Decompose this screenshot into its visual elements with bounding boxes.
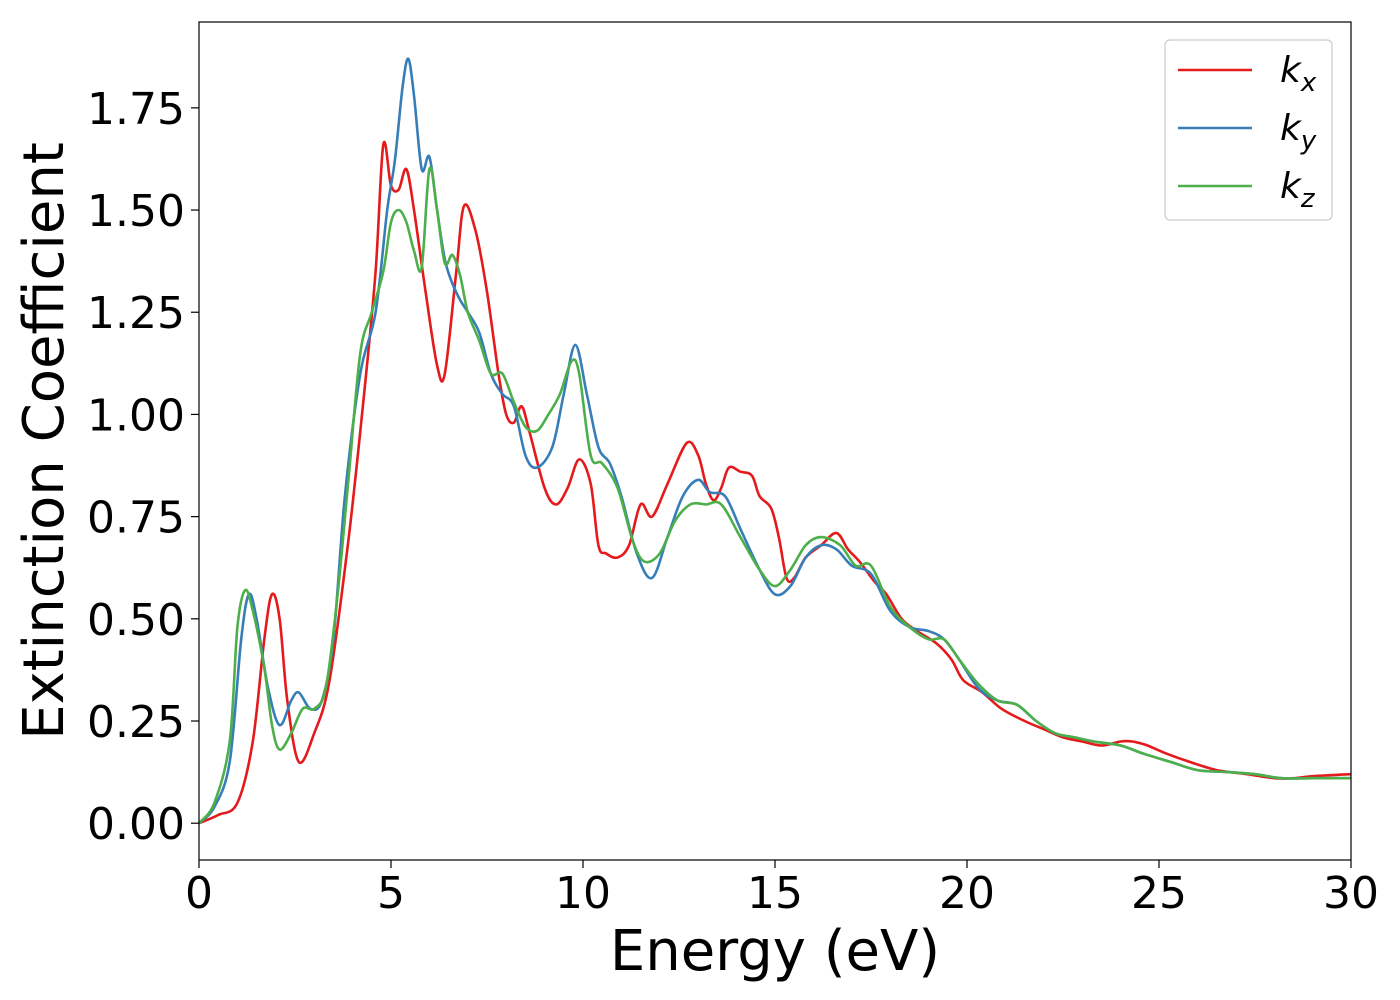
x-tick-label: 5: [377, 868, 405, 919]
x-tick-label: 0: [185, 868, 213, 919]
legend-label-k-z: kz: [1280, 166, 1316, 214]
legend-label-subscript: z: [1300, 184, 1316, 214]
legend-label-main: k: [1280, 108, 1303, 149]
y-axis-ticks: 0.00 0.25 0.50 0.75 1.00 1.25 1.50 1.75: [87, 84, 199, 850]
y-tick-label: 1.75: [87, 84, 185, 135]
legend-label-main: k: [1280, 166, 1303, 207]
legend-frame: [1164, 39, 1333, 221]
series-line-k-z: [199, 166, 1351, 825]
y-tick-label: 1.00: [87, 390, 185, 441]
x-tick-label: 30: [1323, 868, 1379, 919]
legend-label-main: k: [1280, 50, 1303, 91]
y-tick-label: 1.25: [87, 288, 185, 339]
legend-label-k-y: ky: [1280, 108, 1317, 156]
x-tick-label: 15: [747, 868, 803, 919]
y-tick-label: 0.75: [87, 493, 185, 544]
x-tick-label: 10: [555, 868, 611, 919]
y-tick-label: 1.50: [87, 186, 185, 237]
x-axis-label: Energy (eV): [610, 919, 940, 984]
x-tick-label: 20: [939, 868, 995, 919]
x-tick-label: 25: [1131, 868, 1187, 919]
legend-label-subscript: x: [1300, 68, 1317, 98]
y-tick-label: 0.25: [87, 697, 185, 748]
legend-label-k-x: kx: [1280, 50, 1317, 98]
plot-background: [199, 22, 1351, 860]
x-axis-ticks: 0 5 10 15 20 25 30: [185, 860, 1379, 919]
legend-label-subscript: y: [1300, 126, 1317, 156]
y-axis-label: Extinction Coefficient: [12, 142, 77, 740]
series-line-k-x: [199, 140, 1351, 825]
y-tick-label: 0.00: [87, 799, 185, 850]
y-tick-label: 0.50: [87, 595, 185, 646]
series-layer: [199, 57, 1351, 825]
